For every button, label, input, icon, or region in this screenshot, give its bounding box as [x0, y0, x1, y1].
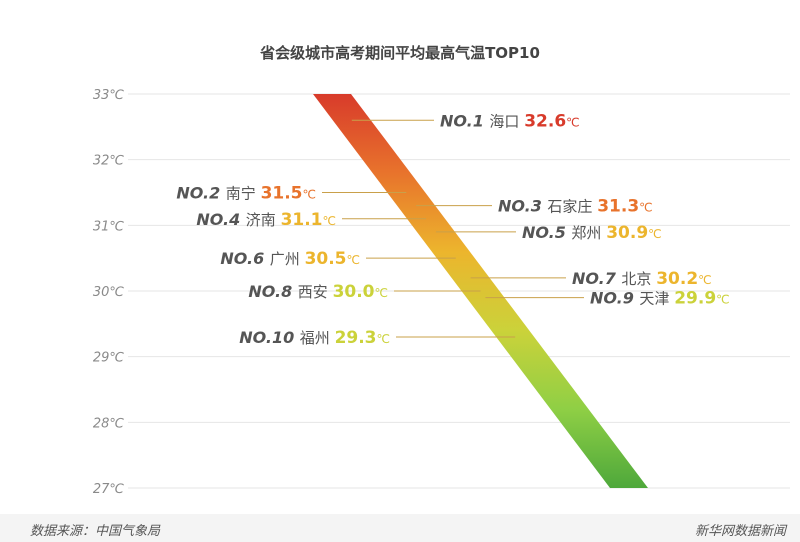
data-label: NO.5 郑州 30.9℃ [522, 223, 662, 243]
y-tick-label: 33℃ [93, 88, 125, 103]
rank-label: NO.5 [522, 223, 571, 242]
value-label: 29.3 [335, 328, 377, 348]
rank-label: NO.7 [572, 269, 621, 288]
brand-text: 新华网数据新闻 [694, 524, 786, 539]
city-label: 广州 [270, 250, 305, 268]
data-label: NO.6 广州 30.5℃ [220, 249, 360, 269]
data-label: NO.10 福州 29.3℃ [239, 328, 390, 348]
rank-label: NO.3 [498, 197, 547, 216]
unit-label: ℃ [698, 273, 711, 287]
data-label: NO.4 济南 31.1℃ [196, 210, 336, 230]
city-label: 北京 [621, 270, 656, 288]
y-tick-label: 30℃ [93, 285, 125, 300]
temperature-chart: 省会级城市高考期间平均最高气温TOP10 33℃ 32℃ 31℃ 30℃ 29℃ 28℃ 2… [93, 44, 790, 497]
unit-label: ℃ [566, 115, 579, 129]
unit-label: ℃ [347, 253, 360, 267]
y-tick-label: 32℃ [93, 154, 125, 169]
city-label: 南宁 [226, 185, 261, 203]
value-label: 31.3 [597, 197, 639, 217]
unit-label: ℃ [303, 188, 316, 202]
city-label: 西安 [298, 283, 333, 301]
unit-label: ℃ [648, 227, 661, 241]
data-label: NO.1 海口 32.6℃ [440, 111, 580, 131]
y-tick-label: 31℃ [93, 219, 125, 234]
value-label: 31.5 [261, 184, 303, 204]
data-source-text: 数据来源：中国气象局 [30, 524, 161, 539]
unit-label: ℃ [639, 201, 652, 215]
city-label: 天津 [639, 290, 674, 308]
y-tick-label: 28℃ [93, 416, 125, 431]
y-tick-label: 29℃ [93, 351, 125, 366]
data-label: NO.9 天津 29.9℃ [590, 289, 730, 309]
value-label: 30.0 [333, 282, 375, 302]
y-tick-label: 27℃ [93, 482, 125, 497]
rank-label: NO.1 [440, 111, 489, 130]
data-label: NO.8 西安 30.0℃ [248, 282, 388, 302]
rank-label: NO.4 [196, 210, 245, 229]
unit-label: ℃ [716, 293, 729, 307]
data-label: NO.3 石家庄 31.3℃ [498, 197, 653, 217]
rank-label: NO.10 [239, 328, 300, 347]
chart-title: 省会级城市高考期间平均最高气温TOP10 [259, 44, 540, 62]
city-label: 石家庄 [547, 198, 597, 216]
value-label: 29.9 [674, 289, 716, 309]
city-label: 郑州 [571, 224, 606, 242]
city-label: 济南 [246, 211, 281, 229]
data-label: NO.2 南宁 31.5℃ [176, 184, 316, 204]
rank-label: NO.6 [220, 249, 269, 268]
rank-label: NO.9 [590, 289, 639, 308]
rank-label: NO.8 [248, 282, 297, 301]
value-label: 30.2 [656, 269, 698, 289]
city-label: 福州 [300, 329, 335, 347]
footer-bar: 数据来源：中国气象局 新华网数据新闻 [0, 514, 800, 542]
value-label: 32.6 [524, 111, 566, 131]
city-label: 海口 [489, 112, 524, 130]
value-label: 30.5 [305, 249, 347, 269]
value-label: 31.1 [281, 210, 323, 230]
unit-label: ℃ [377, 332, 390, 346]
rank-label: NO.2 [176, 184, 225, 203]
value-label: 30.9 [606, 223, 648, 243]
unit-label: ℃ [375, 286, 388, 300]
data-label: NO.7 北京 30.2℃ [572, 269, 712, 289]
unit-label: ℃ [323, 214, 336, 228]
